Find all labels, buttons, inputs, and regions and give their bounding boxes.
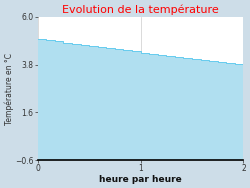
Title: Evolution de la température: Evolution de la température — [62, 4, 219, 15]
X-axis label: heure par heure: heure par heure — [99, 175, 182, 184]
Y-axis label: Température en °C: Température en °C — [4, 53, 14, 125]
